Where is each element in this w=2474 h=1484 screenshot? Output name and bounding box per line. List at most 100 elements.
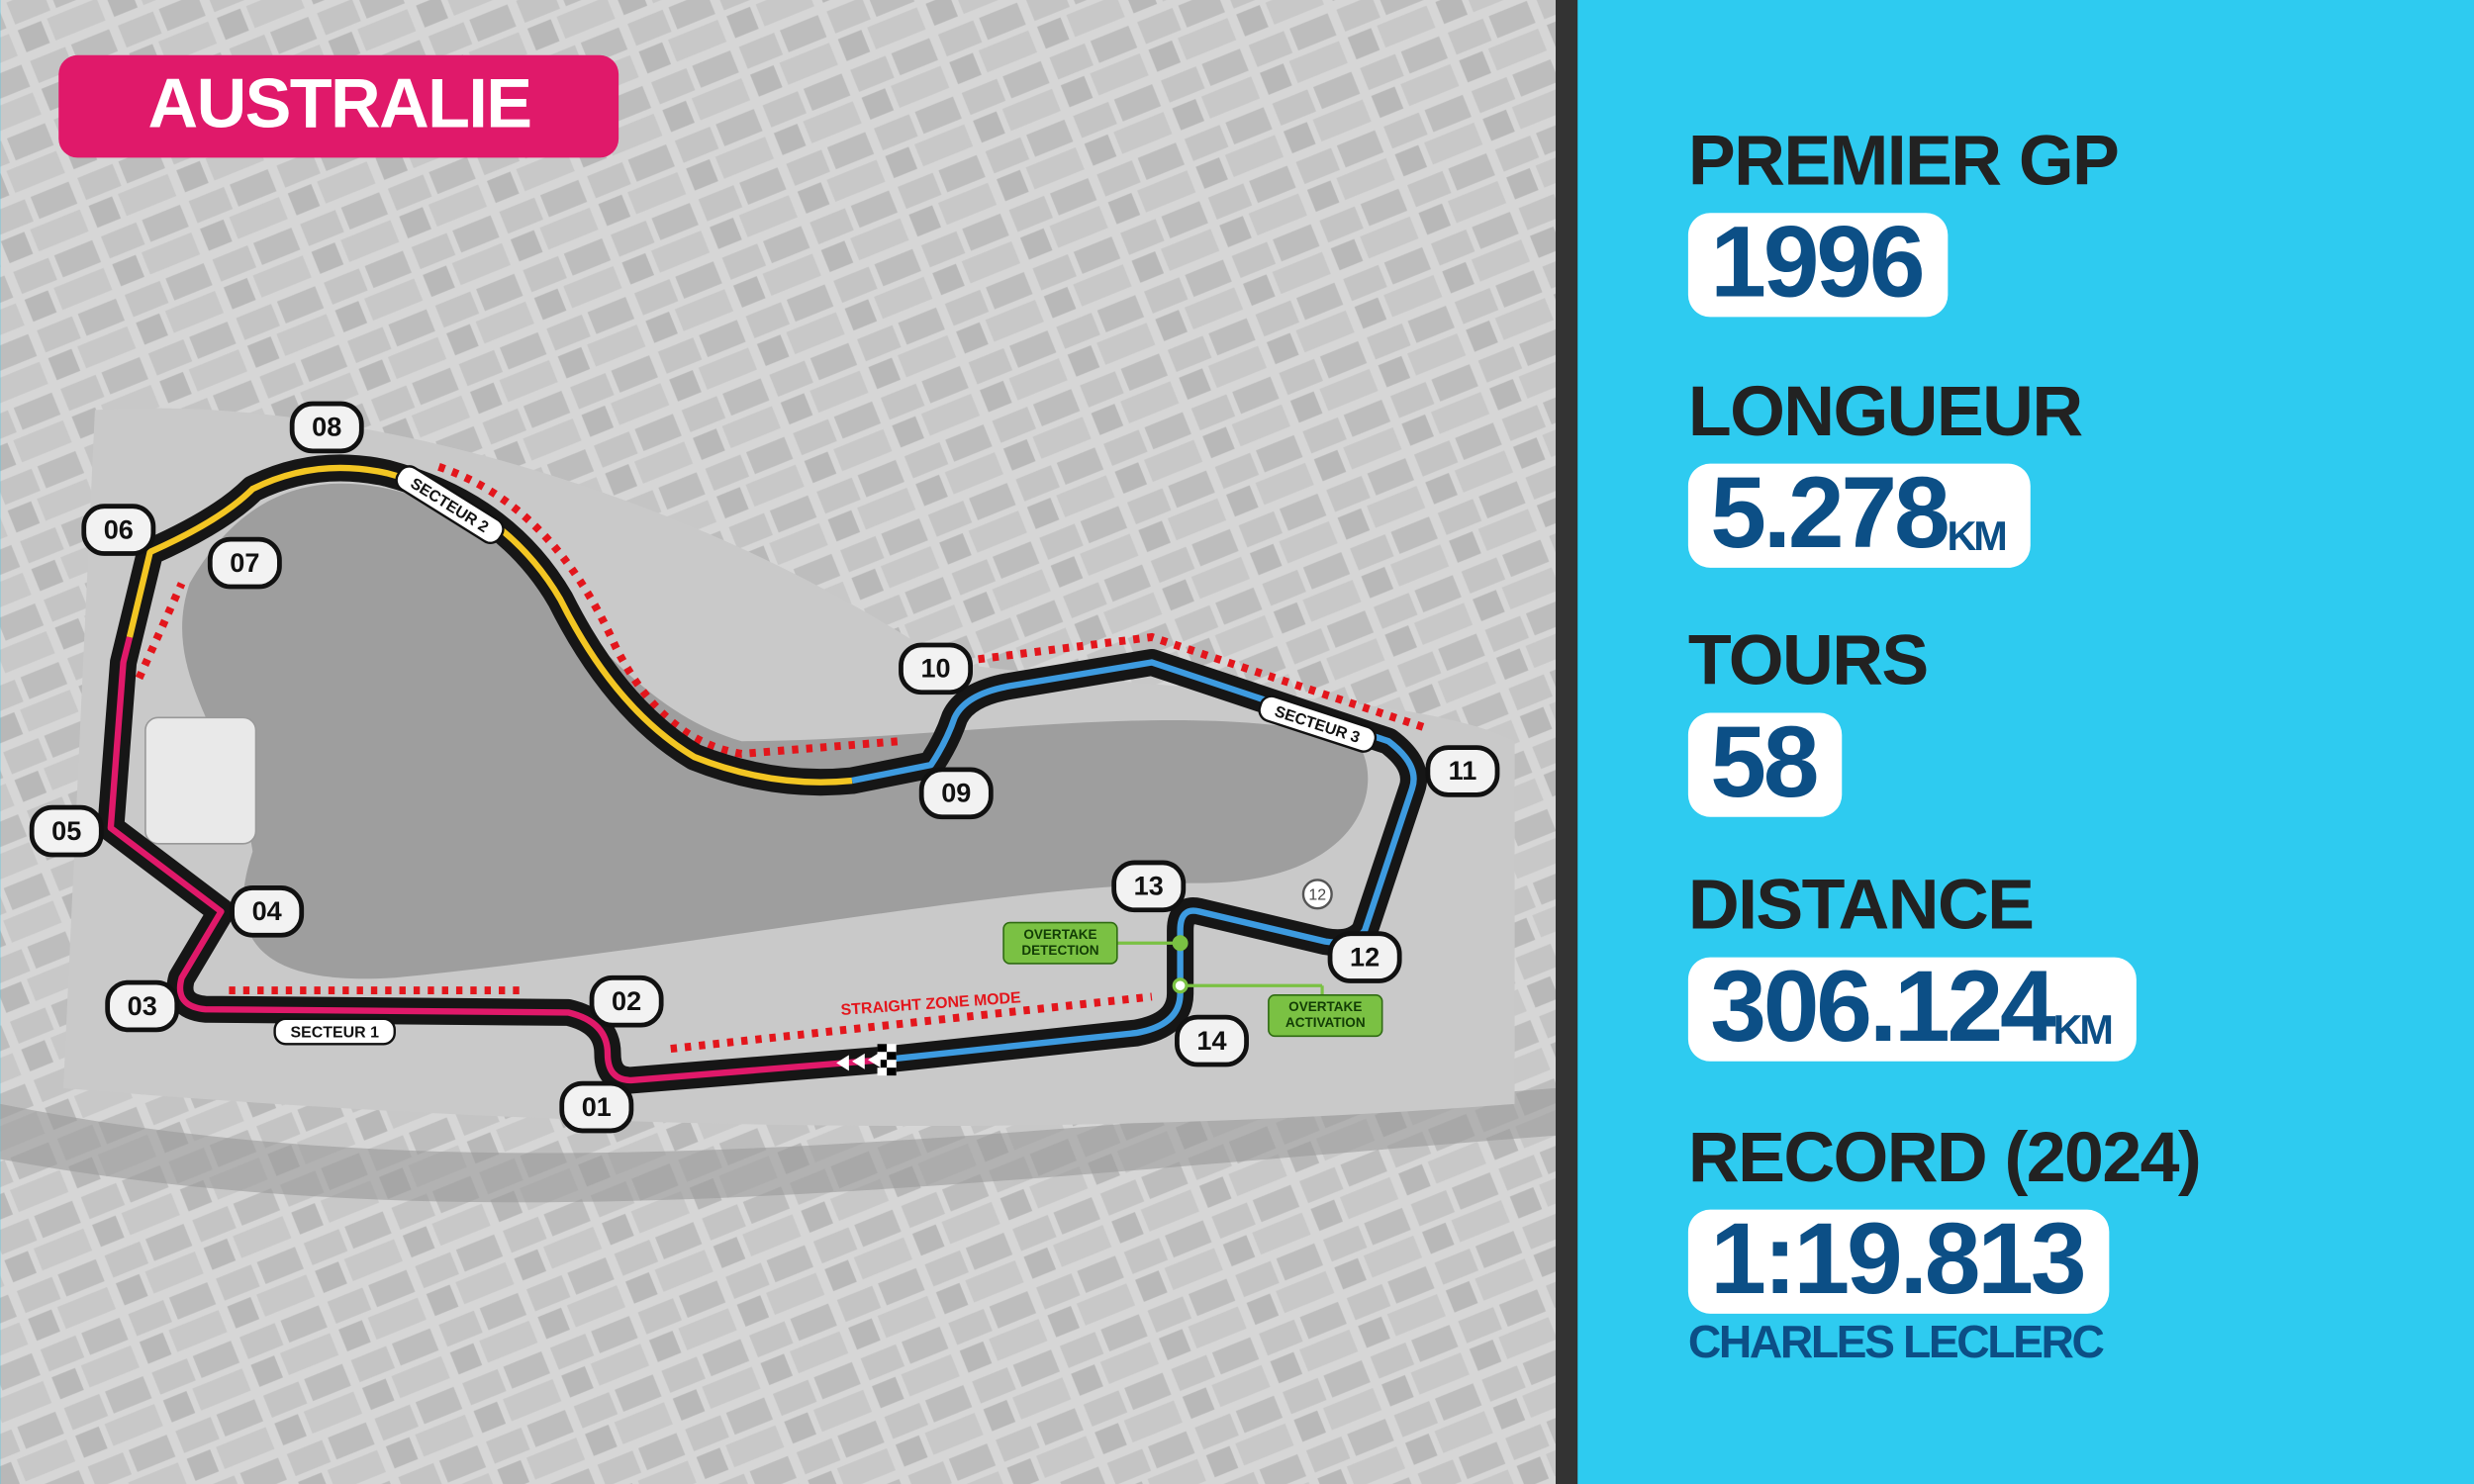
checker — [887, 1052, 897, 1061]
turn-box — [207, 536, 282, 590]
turn-box — [1175, 1014, 1249, 1067]
turn-number: 01 — [582, 1091, 612, 1122]
stat-value: 58 — [1710, 705, 1817, 818]
overtake-connectors — [1116, 935, 1324, 1000]
sector-label: SECTEUR 1 — [273, 1017, 396, 1046]
stat-label: TOURS — [1688, 621, 1928, 700]
stat-value-unit: KM — [2053, 1006, 2112, 1053]
turn-box — [81, 504, 156, 556]
overtake-text: OVERTAKE — [1023, 927, 1096, 942]
turn-badge: 01 — [559, 1080, 634, 1134]
stat-value-box — [1687, 463, 2031, 568]
turn-box — [1425, 745, 1500, 797]
turn-badge: 04 — [230, 885, 305, 938]
turn-box — [289, 401, 364, 454]
start-finish — [836, 1044, 897, 1076]
overtake-text: DETECTION — [1021, 943, 1098, 958]
stat-value-unit: KM — [1948, 512, 2006, 559]
kerb-markings — [135, 463, 1430, 1054]
stat-label: DISTANCE — [1688, 866, 2034, 945]
turn-box — [1327, 931, 1402, 983]
turn-badge: 06 — [81, 504, 156, 556]
turn-box — [230, 885, 305, 938]
stat-value-box — [1687, 1209, 2110, 1314]
turn-number: 08 — [312, 412, 341, 442]
marker-circle — [1301, 879, 1333, 910]
stat-value-number: 1:19.813 — [1710, 1202, 2084, 1315]
turn-badge: 07 — [207, 536, 282, 590]
kerb — [135, 582, 186, 681]
turn-badge: 10 — [899, 642, 973, 696]
turn-number: 11 — [1449, 755, 1477, 786]
checker — [877, 1044, 888, 1053]
turn-number: 06 — [104, 513, 134, 544]
turn-number: 13 — [1134, 871, 1164, 901]
turn-badge: 11 — [1425, 745, 1500, 797]
lake — [182, 483, 1369, 979]
turn-badge: 13 — [1111, 860, 1187, 913]
stat-value-box — [1687, 213, 1949, 318]
turn-number: 03 — [128, 990, 157, 1021]
turn-badge: 14 — [1175, 1014, 1249, 1067]
stat-label: RECORD (2024) — [1688, 1118, 2200, 1197]
title-box — [58, 54, 619, 158]
stat-label: PREMIER GP — [1688, 121, 2118, 200]
stat-note: CHARLES LECLERC — [1688, 1316, 2105, 1367]
direction-arrows — [836, 1052, 881, 1071]
stat-value-number: 306.124 — [1710, 950, 2056, 1063]
detection-point — [1172, 935, 1189, 952]
turn-box — [1111, 860, 1187, 913]
turn-badge: 09 — [918, 767, 994, 820]
turn-number: 10 — [920, 653, 950, 684]
overtake-text: ACTIVATION — [1285, 1015, 1366, 1030]
turn-number: 14 — [1196, 1025, 1226, 1056]
divider — [1555, 0, 1578, 1484]
marker-number: 12 — [1308, 887, 1326, 904]
kerb — [437, 463, 901, 758]
kerb — [670, 992, 1153, 1054]
turn-badge: 05 — [29, 804, 104, 858]
turn-number: 05 — [51, 815, 81, 846]
turn-badge: 12 — [1327, 931, 1402, 983]
turn-box — [589, 974, 664, 1028]
sector-box — [395, 465, 505, 544]
sector-1-line — [107, 636, 885, 1084]
sector-box — [273, 1017, 396, 1046]
turn-box — [559, 1080, 634, 1134]
stadium — [144, 716, 257, 845]
turn-box — [918, 767, 994, 820]
sector-text: SECTEUR 1 — [290, 1024, 379, 1041]
sector-box — [1258, 695, 1378, 753]
turn-badge: 03 — [105, 979, 180, 1033]
overtake-box — [1002, 921, 1118, 965]
stat-value: 5.278KM — [1710, 456, 2005, 569]
stat-value: 306.124KM — [1710, 950, 2111, 1063]
overtake-text: OVERTAKE — [1288, 999, 1362, 1014]
stat-value: 1:19.813 — [1710, 1202, 2084, 1315]
stat-value-number: 5.278 — [1710, 456, 1948, 569]
turn-box — [899, 642, 973, 696]
kerb — [978, 632, 1430, 733]
checker — [887, 1067, 897, 1076]
stat-value-box — [1687, 712, 1843, 817]
turn-number: 12 — [1350, 941, 1380, 972]
overtake-box — [1268, 994, 1383, 1038]
stat-value-number: 58 — [1710, 705, 1817, 818]
turn-box — [105, 979, 180, 1033]
turn-badge: 02 — [589, 974, 664, 1028]
turn-number: 07 — [230, 547, 259, 578]
turn-number: 02 — [612, 985, 641, 1016]
stat-value: 1996 — [1710, 206, 1923, 319]
activation-point — [1172, 977, 1189, 994]
